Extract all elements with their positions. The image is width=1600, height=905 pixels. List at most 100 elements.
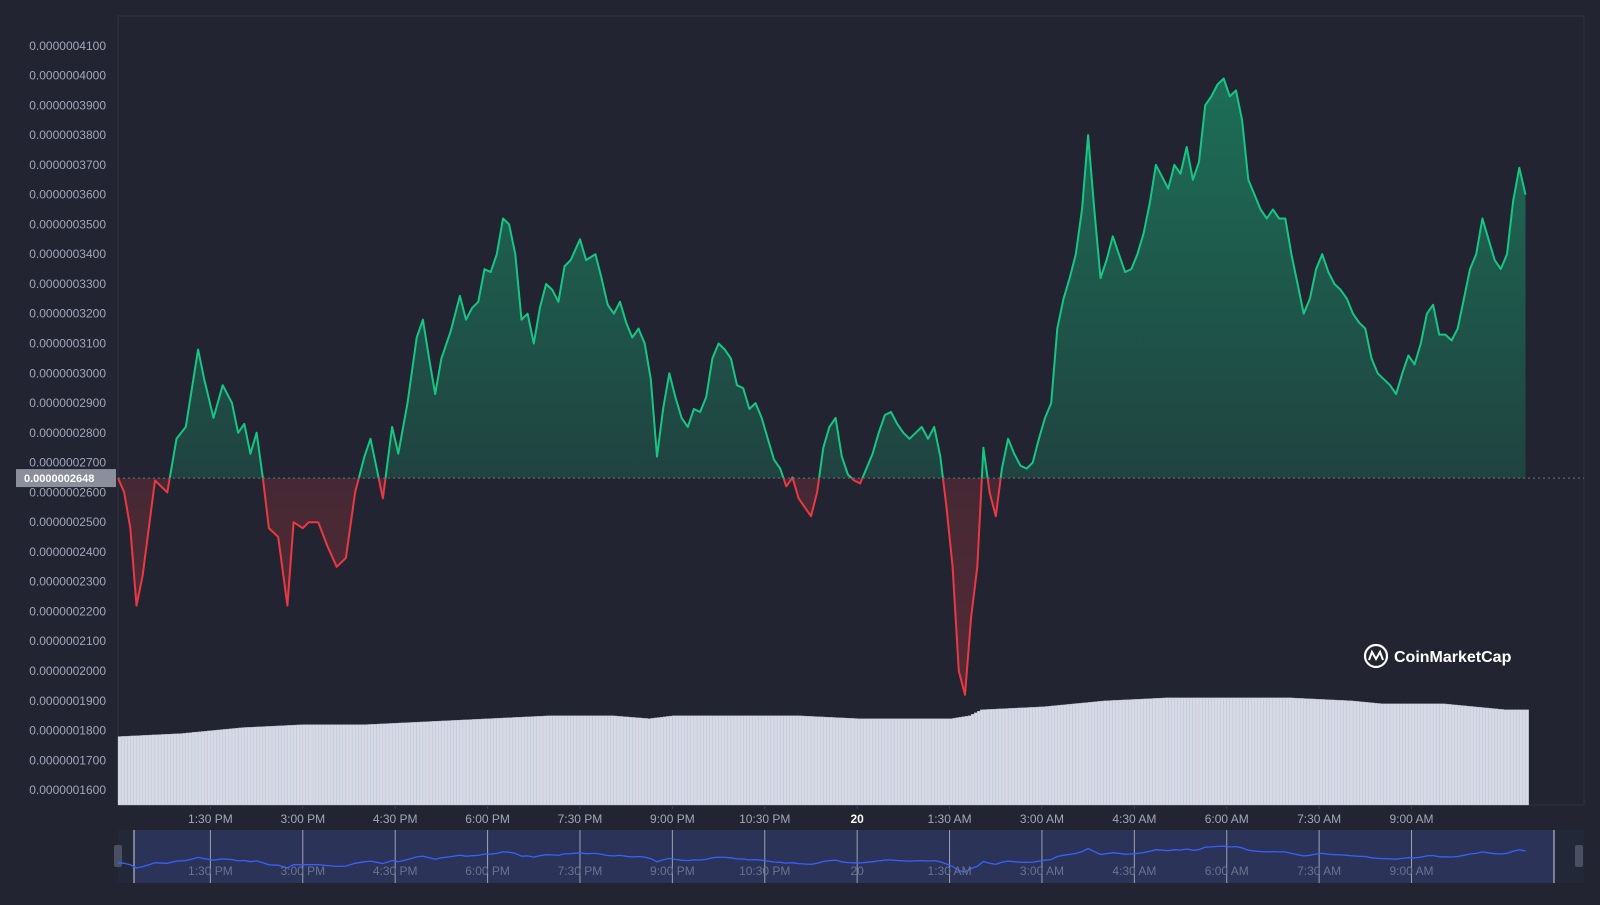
volume-bar <box>573 715 578 806</box>
volume-bar <box>1294 697 1298 806</box>
volume-bar <box>296 724 300 806</box>
volume-bar <box>863 718 867 806</box>
volume-bar <box>1063 704 1067 806</box>
volume-bar <box>937 718 941 806</box>
volume-bar <box>662 716 667 806</box>
volume-bar <box>490 718 495 806</box>
volume-bar <box>1238 697 1243 806</box>
volume-bar <box>505 717 510 806</box>
navigator-right-handle[interactable] <box>1575 845 1583 867</box>
volume-bar <box>1121 699 1126 806</box>
volume-bar <box>1380 703 1385 806</box>
volume-bar <box>1432 703 1437 806</box>
volume-bar <box>1466 706 1471 806</box>
volume-bar <box>1186 697 1191 806</box>
volume-bar <box>703 715 707 806</box>
y-tick-label: 0.0000003900 <box>29 98 106 112</box>
navigator-tick-label: 6:00 PM <box>465 864 510 878</box>
volume-bar <box>1479 707 1483 806</box>
volume-bar <box>253 726 257 806</box>
volume-bar <box>527 716 531 806</box>
y-tick-label: 0.0000003000 <box>29 366 106 380</box>
volume-bar <box>666 716 670 806</box>
volume-bar <box>1134 699 1138 806</box>
volume-bar <box>900 718 904 806</box>
y-tick-label: 0.0000001600 <box>29 783 106 797</box>
volume-bar <box>1103 700 1107 806</box>
volume-bar <box>530 716 535 806</box>
navigator-left-handle[interactable] <box>114 845 122 867</box>
coinmarketcap-logo-mark <box>1368 649 1384 662</box>
y-tick-label: 0.0000002700 <box>29 456 106 470</box>
y-tick-label: 0.0000002200 <box>29 604 106 618</box>
volume-bar <box>278 725 282 806</box>
x-tick-label: 4:30 AM <box>1112 812 1156 826</box>
volume-bar <box>1131 699 1135 806</box>
volume-bar <box>1084 702 1089 806</box>
volume-bar <box>1054 705 1058 806</box>
volume-bar <box>1494 708 1499 806</box>
volume-bar <box>287 725 291 806</box>
y-tick-label: 0.0000002300 <box>29 575 106 589</box>
volume-bar <box>718 715 722 806</box>
volume-bar <box>1044 706 1049 806</box>
volume-bar <box>820 716 824 806</box>
volume-bar <box>1254 697 1258 806</box>
volume-bar <box>157 734 162 806</box>
volume-bar <box>1506 709 1511 806</box>
volume-bar <box>801 715 806 806</box>
volume-bar <box>1014 707 1018 806</box>
volume-bar <box>727 715 732 806</box>
volume-bar <box>1334 699 1338 806</box>
y-tick-label: 0.0000001800 <box>29 724 106 738</box>
y-tick-label: 0.0000003800 <box>29 128 106 142</box>
range-navigator[interactable]: 1:30 PM 3:00 PM 4:30 PM 6:00 PM 7:30 PM 9:00 … <box>114 830 1584 883</box>
volume-bar <box>733 715 738 806</box>
volume-bar <box>1331 699 1335 806</box>
volume-bar <box>237 727 242 806</box>
volume-bar <box>299 724 304 806</box>
volume-bar <box>241 727 245 806</box>
volume-bar <box>955 717 960 806</box>
volume-bar <box>1106 700 1110 806</box>
volume-bar <box>823 716 827 806</box>
volume-bar <box>1374 703 1378 806</box>
volume-bar <box>1097 701 1101 806</box>
volume-bar <box>376 723 381 806</box>
volume-bar <box>1426 703 1431 806</box>
volume-bar <box>339 724 344 806</box>
volume-bar <box>1448 704 1452 806</box>
volume-bar <box>841 717 846 806</box>
volume-bar <box>1205 697 1209 806</box>
volume-bar <box>139 735 143 806</box>
volume-bar <box>1402 703 1406 806</box>
volume-bar <box>450 720 454 806</box>
volume-bar <box>314 724 319 806</box>
navigator-tick-label: 20 <box>850 864 864 878</box>
volume-bar <box>829 717 833 806</box>
volume-bar <box>838 717 843 806</box>
volume-bar <box>1158 697 1163 806</box>
volume-bar <box>351 724 356 806</box>
volume-bar <box>712 715 716 806</box>
baseline-group: 0.0000002648 <box>16 469 1584 488</box>
volume-bar <box>1220 697 1224 806</box>
volume-bar <box>816 716 821 806</box>
y-tick-label: 0.0000003300 <box>29 277 106 291</box>
volume-bar <box>632 717 636 806</box>
volume-bar <box>1029 707 1033 806</box>
volume-bar <box>1007 708 1012 806</box>
volume-bar <box>813 716 818 806</box>
volume-bar <box>1359 701 1363 806</box>
volume-bar <box>447 720 451 806</box>
navigator-selection[interactable] <box>134 830 1554 883</box>
volume-bar <box>552 715 556 806</box>
volume-bar <box>1143 698 1147 806</box>
volume-bar <box>1269 697 1274 806</box>
volume-bar <box>1399 703 1403 806</box>
volume-bar <box>1368 702 1372 806</box>
y-tick-label: 0.0000002500 <box>29 515 106 529</box>
volume-bar <box>1442 703 1446 806</box>
